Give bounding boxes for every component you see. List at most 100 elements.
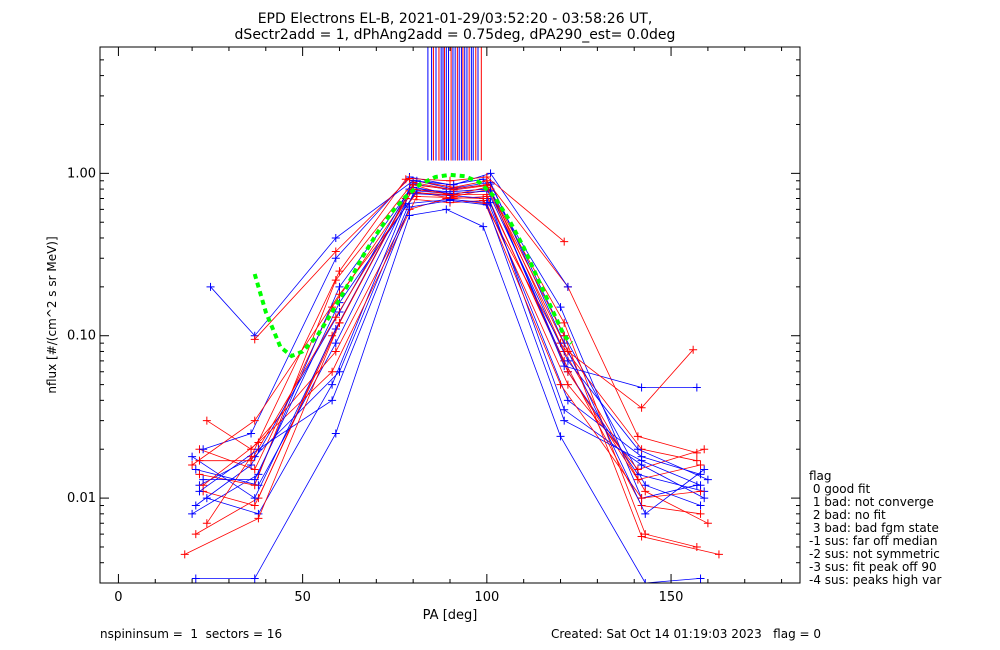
- data-point-16-6: [563, 282, 572, 291]
- series-line-0: [203, 190, 701, 515]
- data-point-15-1: [254, 445, 263, 454]
- x-tick-label: 0: [114, 590, 122, 605]
- data-point-9-8: [700, 494, 709, 503]
- data-point-7-0: [199, 445, 208, 454]
- data-point-9-0: [202, 494, 211, 503]
- axis-layer: 0 50 100 150 0.01 0.10 1.00: [67, 46, 800, 605]
- x-tick-label: 50: [294, 590, 311, 605]
- data-point-21-4: [449, 190, 458, 199]
- data-point-20-1: [250, 475, 259, 484]
- series-line-6: [195, 184, 709, 535]
- data-point-15-7: [637, 456, 646, 465]
- data-point-4-1: [247, 445, 256, 454]
- data-point-21-0: [195, 456, 204, 465]
- data-point-12-6: [556, 380, 565, 389]
- legend-item: -3 sus: fit peak off 90: [809, 560, 937, 574]
- data-point-20-8: [692, 383, 701, 392]
- data-point-15-2: [328, 396, 337, 405]
- data-point-14-8: [692, 448, 701, 457]
- data-point-17-5: [560, 237, 569, 246]
- data-point-16-5: [486, 169, 495, 178]
- data-point-19-7: [637, 532, 646, 541]
- data-point-19-2: [335, 318, 344, 327]
- data-point-17-0: [250, 335, 259, 344]
- data-point-10-0: [195, 470, 204, 479]
- series-line-8: [191, 192, 701, 481]
- data-point-18-2: [331, 429, 340, 438]
- legend-item: 1 bad: not converge: [809, 495, 934, 509]
- data-point-10-6: [560, 318, 569, 327]
- y-tick-label: 0.01: [67, 491, 96, 506]
- data-point-18-8: [696, 574, 705, 583]
- series-line-17: [254, 176, 565, 340]
- data-point-11-0: [191, 501, 200, 510]
- data-point-21-8: [689, 345, 698, 354]
- data-point-12-5: [479, 194, 488, 203]
- legend-item: -2 sus: not symmetric: [809, 547, 940, 561]
- data-point-7-1: [247, 429, 256, 438]
- series-line-3: [191, 180, 701, 515]
- data-point-18-7: [641, 579, 650, 583]
- footer-right: Created: Sat Oct 14 01:19:03 2023 flag =…: [551, 627, 822, 641]
- footer-left: nspininsum = 1 sectors = 16: [100, 627, 283, 641]
- data-point-17-2: [405, 174, 414, 183]
- data-point-5-6: [563, 396, 572, 405]
- data-point-18-6: [556, 432, 565, 441]
- series-line-5: [199, 193, 701, 486]
- x-tick-label: 100: [474, 590, 499, 605]
- data-point-1-0: [191, 465, 200, 474]
- data-point-19-8: [714, 550, 723, 559]
- legend-item: -1 sus: far off median: [809, 534, 938, 548]
- series-line-4: [206, 198, 705, 470]
- data-layer: [180, 47, 723, 583]
- data-point-15-0: [195, 487, 204, 496]
- data-point-11-6: [563, 356, 572, 365]
- data-point-8-8: [696, 460, 705, 469]
- data-point-13-7: [641, 509, 650, 518]
- data-point-12-7: [637, 494, 646, 503]
- data-point-4-0: [202, 416, 211, 425]
- data-point-17-3: [446, 176, 454, 185]
- data-point-8-7: [633, 475, 642, 484]
- legend-item: 2 bad: no fit: [809, 508, 886, 522]
- data-point-9-2: [328, 380, 337, 389]
- data-point-11-8: [703, 475, 712, 484]
- data-point-12-1: [254, 438, 263, 447]
- data-point-0-1: [250, 501, 259, 510]
- data-point-3-0: [188, 509, 197, 518]
- data-point-17-4: [482, 172, 491, 181]
- data-point-21-1: [247, 456, 256, 465]
- chart-title-line1: EPD Electrons EL-B, 2021-01-29/03:52:20 …: [258, 11, 653, 27]
- data-point-10-2: [331, 276, 340, 285]
- data-point-14-0: [202, 519, 211, 528]
- data-point-11-2: [335, 307, 344, 316]
- fit-curve: [252, 172, 574, 359]
- x-axis-label: PA [deg]: [423, 608, 478, 623]
- data-point-3-8: [696, 501, 705, 510]
- data-point-13-1: [250, 494, 259, 503]
- data-point-18-1: [250, 574, 259, 583]
- data-point-3-2: [335, 282, 344, 291]
- data-point-4-8: [700, 445, 709, 454]
- data-group: [180, 47, 723, 583]
- data-point-21-6: [563, 347, 572, 356]
- data-point-18-3: [405, 211, 414, 220]
- data-point-6-0: [191, 530, 200, 539]
- y-tick-label: 1.00: [67, 166, 96, 181]
- data-point-1-2: [331, 339, 340, 348]
- data-point-2-1: [250, 465, 259, 474]
- data-point-21-2: [331, 313, 340, 322]
- series-line-11: [195, 188, 709, 506]
- data-point-15-6: [560, 416, 569, 425]
- data-point-6-8: [703, 519, 712, 528]
- x-tick-label: 150: [659, 590, 684, 605]
- data-point-8-1: [250, 416, 259, 425]
- data-point-18-5: [479, 222, 488, 231]
- data-point-4-6: [563, 380, 572, 389]
- legend-title: flag: [809, 469, 832, 483]
- data-point-21-7: [637, 403, 646, 412]
- data-point-5-2: [335, 367, 344, 376]
- data-point-8-6: [563, 367, 572, 376]
- data-point-7-6: [556, 303, 565, 312]
